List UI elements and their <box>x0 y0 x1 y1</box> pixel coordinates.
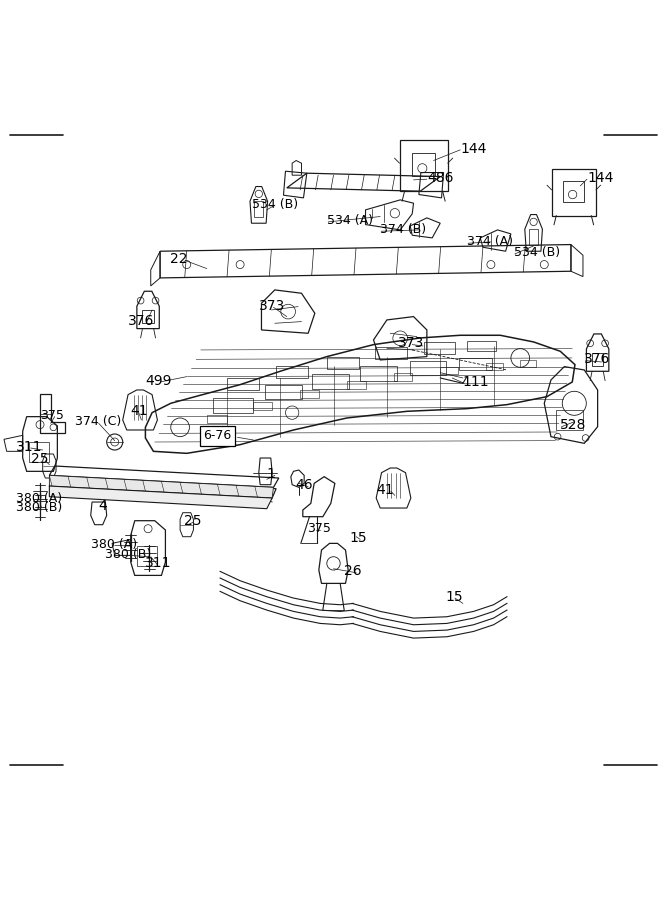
Text: 22: 22 <box>170 252 187 266</box>
Text: 534 (B): 534 (B) <box>252 198 298 211</box>
Text: 6-76: 6-76 <box>203 429 231 443</box>
Bar <box>360 366 397 381</box>
Text: 41: 41 <box>130 404 147 419</box>
Bar <box>253 402 272 410</box>
Bar <box>29 442 49 462</box>
Polygon shape <box>49 475 273 498</box>
Text: 46: 46 <box>295 479 312 492</box>
Bar <box>300 390 319 398</box>
Text: 375: 375 <box>40 409 64 422</box>
Text: 1: 1 <box>267 467 275 481</box>
Text: 380 (B): 380 (B) <box>16 501 62 514</box>
Text: 25: 25 <box>31 453 48 466</box>
Text: 26: 26 <box>344 564 362 579</box>
Bar <box>276 366 308 378</box>
Bar <box>327 356 359 369</box>
Text: 534 (B): 534 (B) <box>514 246 560 259</box>
Text: 499: 499 <box>145 374 172 388</box>
Text: 375: 375 <box>307 522 331 536</box>
Bar <box>556 410 583 430</box>
Text: 380 (B): 380 (B) <box>105 547 151 561</box>
Bar <box>209 487 225 494</box>
Text: 376: 376 <box>584 352 611 366</box>
Bar <box>486 364 503 370</box>
Bar <box>207 415 227 423</box>
Text: 144: 144 <box>460 141 487 156</box>
Text: 25: 25 <box>184 514 201 527</box>
Text: 15: 15 <box>446 590 463 604</box>
Text: 41: 41 <box>376 483 394 497</box>
Bar <box>165 484 181 491</box>
Bar <box>410 361 446 375</box>
Bar <box>75 480 91 487</box>
Text: 380 (A): 380 (A) <box>91 537 137 551</box>
Text: 111: 111 <box>463 375 490 389</box>
Text: 15: 15 <box>350 531 367 545</box>
Bar <box>440 367 458 374</box>
Bar <box>312 374 349 389</box>
Text: 144: 144 <box>587 171 614 184</box>
Bar <box>227 378 259 390</box>
Bar <box>265 384 302 400</box>
Text: 373: 373 <box>398 337 424 350</box>
Polygon shape <box>49 486 272 508</box>
Bar <box>467 340 496 351</box>
Bar <box>424 342 455 354</box>
Bar <box>347 381 366 389</box>
Text: 376: 376 <box>128 313 155 328</box>
Text: 374 (A): 374 (A) <box>467 236 513 248</box>
Bar <box>120 482 136 489</box>
Text: 311: 311 <box>16 440 43 454</box>
Text: 374 (B): 374 (B) <box>380 223 426 237</box>
Text: 534 (A): 534 (A) <box>327 214 373 227</box>
Text: 380 (A): 380 (A) <box>16 491 62 505</box>
Bar <box>459 358 492 370</box>
Text: 486: 486 <box>427 171 454 184</box>
Bar <box>394 373 412 381</box>
Bar <box>213 398 253 412</box>
Text: 374 (C): 374 (C) <box>75 415 121 428</box>
Text: 4: 4 <box>99 499 107 513</box>
Bar <box>137 546 157 566</box>
Bar <box>520 360 536 366</box>
Text: 373: 373 <box>259 299 285 313</box>
Text: 311: 311 <box>145 556 172 571</box>
Bar <box>375 347 407 359</box>
Text: 528: 528 <box>560 418 587 432</box>
